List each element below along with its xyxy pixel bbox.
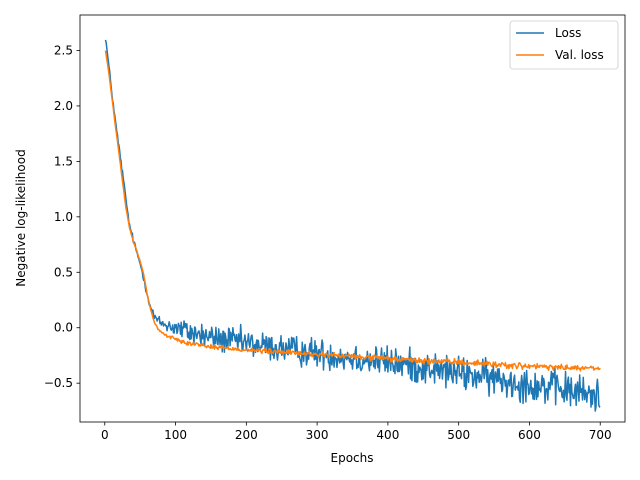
y-tick-label: 1.0 xyxy=(54,210,73,224)
series-line-loss xyxy=(104,39,601,412)
x-tick-label: 400 xyxy=(376,428,399,442)
legend-label-loss: Loss xyxy=(555,26,581,40)
plot-frame xyxy=(79,14,626,423)
y-tick-label: −0.5 xyxy=(44,376,73,390)
series-layer xyxy=(104,39,601,412)
series-line-val-loss xyxy=(104,50,601,372)
legend: Loss Val. loss xyxy=(509,20,619,70)
legend-label-val-loss: Val. loss xyxy=(555,48,604,62)
y-tick-label: 2.5 xyxy=(54,43,73,57)
x-tick-label: 500 xyxy=(447,428,470,442)
x-tick-label: 100 xyxy=(164,428,187,442)
y-tick-label: 0.5 xyxy=(54,265,73,279)
x-tick-label: 600 xyxy=(518,428,541,442)
y-axis: −0.5 0.0 0.5 1.0 1.5 2.0 2.5 xyxy=(44,43,80,390)
x-axis-label: Epochs xyxy=(331,451,374,465)
x-axis: 0 100 200 300 400 500 600 700 xyxy=(101,422,612,442)
y-tick-label: 2.0 xyxy=(54,99,73,113)
x-tick-label: 0 xyxy=(101,428,109,442)
y-tick-label: 0.0 xyxy=(54,321,73,335)
y-tick-label: 1.5 xyxy=(54,154,73,168)
y-axis-label: Negative log-likelihood xyxy=(14,149,28,286)
x-tick-label: 200 xyxy=(235,428,258,442)
x-tick-label: 300 xyxy=(306,428,329,442)
x-tick-label: 700 xyxy=(589,428,612,442)
